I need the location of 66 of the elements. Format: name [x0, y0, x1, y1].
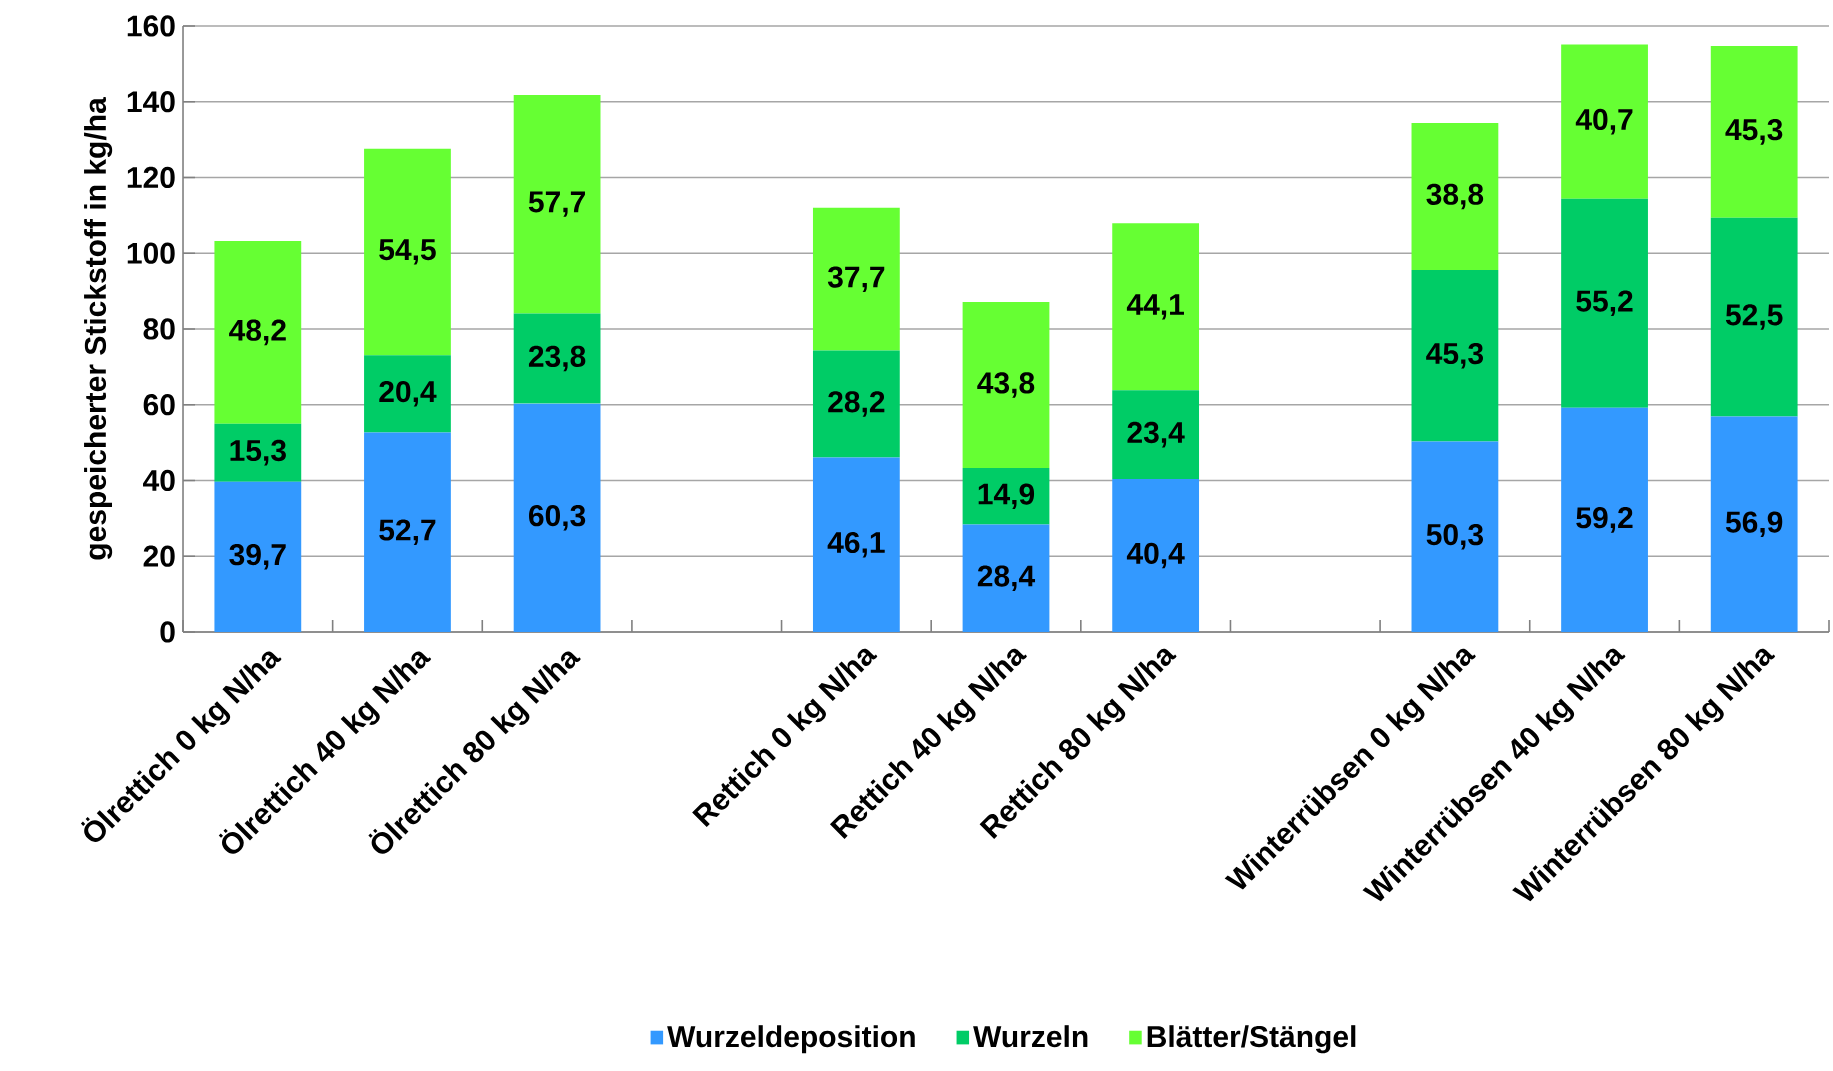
data-label: 57,7 [528, 191, 585, 217]
data-label: 40,4 [1126, 542, 1185, 569]
y-tick-label: 0 [160, 621, 175, 643]
data-label: 50,3 [1426, 523, 1484, 550]
bar [962, 302, 1050, 468]
bar [364, 148, 451, 356]
data-label: 15,3 [230, 439, 286, 466]
y-tick-label: 160 [127, 15, 175, 37]
bar [513, 313, 601, 404]
y-tick-label: 60 [143, 394, 175, 416]
bar [1710, 46, 1798, 218]
bar [1411, 122, 1499, 270]
bar [513, 403, 601, 632]
bar [1112, 390, 1200, 479]
data-label: 45,3 [1426, 342, 1484, 369]
data-label: 55,2 [1576, 290, 1633, 317]
bar [1710, 416, 1798, 632]
bar [1112, 478, 1200, 632]
bar [214, 481, 302, 632]
data-label: 45,3 [1725, 119, 1783, 145]
bar [812, 457, 900, 632]
bar [364, 432, 451, 632]
legend-label: Wurzeldeposition [667, 1025, 915, 1054]
data-label: 48,2 [229, 319, 286, 346]
data-label: 23,8 [528, 345, 586, 372]
data-label: 54,5 [379, 239, 436, 265]
bar [364, 355, 451, 433]
bar [962, 524, 1050, 632]
data-label: 14,9 [978, 483, 1035, 509]
y-tick-label: 40 [143, 469, 175, 492]
bar [1710, 217, 1798, 417]
bar [214, 241, 302, 424]
bar [1561, 44, 1648, 199]
data-label: 52,5 [1725, 304, 1783, 330]
data-label: 20,4 [379, 380, 437, 407]
data-label: 28,2 [828, 391, 885, 417]
data-label: 39,7 [229, 544, 286, 570]
bar [1112, 223, 1200, 391]
data-label: 40,7 [1575, 108, 1633, 135]
y-tick-label: 20 [143, 545, 175, 567]
bar [812, 350, 900, 458]
y-tick-label: 120 [127, 166, 175, 189]
y-axis-title: gespeicherter Stickstoff in kg/ha [84, 97, 113, 560]
legend-label: Wurzeln [973, 1025, 1088, 1048]
data-label: 44,1 [1126, 294, 1184, 320]
legend-label: Blätter/Stängel [1147, 1025, 1356, 1054]
bar [1561, 198, 1648, 408]
bar [513, 94, 601, 314]
bar [1411, 441, 1499, 632]
y-tick-label: 140 [127, 91, 175, 113]
y-tick-label: 80 [143, 318, 175, 340]
data-label: 37,7 [827, 266, 885, 292]
data-label: 46,1 [827, 531, 885, 558]
y-tick-label: 100 [127, 242, 175, 264]
bar [812, 207, 900, 351]
bar [1411, 269, 1499, 442]
data-label: 60,3 [529, 504, 586, 531]
data-label: 43,8 [977, 372, 1035, 398]
data-label: 23,4 [1127, 421, 1185, 448]
data-label: 38,8 [1426, 183, 1484, 210]
bar [214, 423, 302, 482]
bar [1561, 407, 1648, 632]
data-label: 52,7 [379, 519, 436, 545]
data-label: 56,9 [1725, 511, 1783, 538]
data-label: 28,4 [977, 565, 1036, 591]
data-label: 59,2 [1576, 507, 1633, 533]
